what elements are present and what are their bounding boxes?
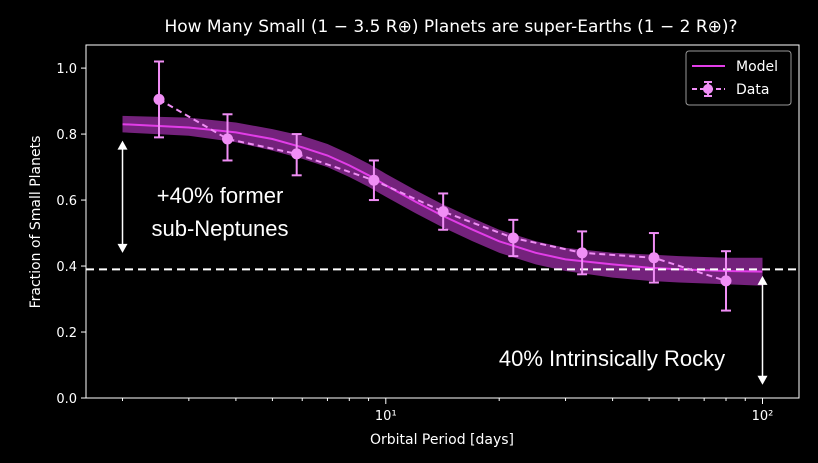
model-line xyxy=(122,123,763,273)
data-point xyxy=(368,174,380,186)
y-tick-label: 0.0 xyxy=(56,392,77,407)
axis-ticks: 0.0 0.2 0.4 0.6 0.8 1.0 10¹ 10² xyxy=(56,62,773,424)
annotation-intrinsically-rocky: 40% Intrinsically Rocky xyxy=(499,346,725,371)
y-tick-label: 0.8 xyxy=(56,128,77,143)
data-point xyxy=(291,148,303,160)
legend-data-label: Data xyxy=(736,82,769,98)
annotations: +40% former sub-Neptunes 40% Intrinsical… xyxy=(117,140,768,385)
data-point xyxy=(222,133,234,145)
plot-area xyxy=(86,60,799,312)
data-point xyxy=(437,206,449,218)
data-point xyxy=(648,252,660,264)
y-tick-label: 0.4 xyxy=(56,260,77,275)
x-tick-label: 10¹ xyxy=(375,409,397,424)
data-point xyxy=(576,247,588,259)
plot-frame xyxy=(85,44,800,399)
data-point xyxy=(507,232,519,244)
legend-data-marker xyxy=(703,84,713,94)
data-point xyxy=(153,93,165,105)
arrow-head-up xyxy=(117,140,128,150)
y-axis-label: Fraction of Small Planets xyxy=(28,136,44,309)
legend-model-label: Model xyxy=(736,59,778,75)
arrow-head-up xyxy=(757,275,768,285)
annotation-former-sub-neptunes-line2: sub-Neptunes xyxy=(152,216,289,241)
x-axis-label: Orbital Period [days] xyxy=(370,432,514,448)
chart-title: How Many Small (1 − 3.5 R⊕) Planets are … xyxy=(164,17,737,37)
y-tick-label: 0.6 xyxy=(56,194,77,209)
data-point xyxy=(720,275,732,287)
arrow-head-down xyxy=(757,375,768,385)
y-tick-label: 1.0 xyxy=(56,62,77,77)
y-tick-label: 0.2 xyxy=(56,326,77,341)
arrow-head-down xyxy=(117,243,128,253)
legend: Model Data xyxy=(685,50,792,106)
annotation-former-sub-neptunes-line1: +40% former xyxy=(157,183,284,208)
x-tick-label: 10² xyxy=(752,409,774,424)
data-line xyxy=(158,98,727,282)
